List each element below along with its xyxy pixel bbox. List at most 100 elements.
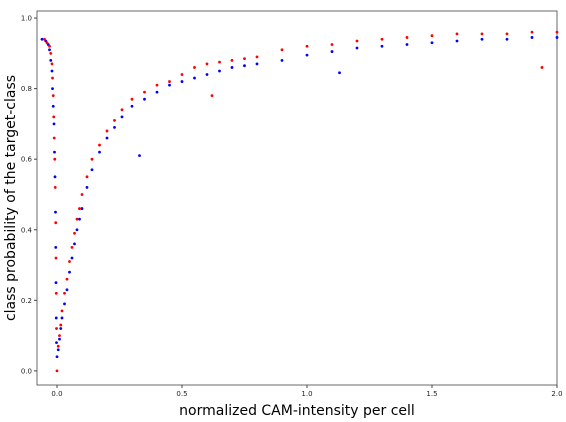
red-data-point [540, 66, 544, 69]
red-data-point [143, 90, 146, 94]
x-tick-label: 1.5 [426, 390, 437, 398]
y-tick-label: 1.0 [21, 15, 32, 23]
blue-data-point [105, 136, 109, 140]
red-data-point [210, 94, 214, 98]
red-data-point [73, 231, 76, 235]
blue-data-point [230, 66, 234, 69]
red-data-point [63, 291, 66, 295]
blue-data-point [58, 337, 61, 341]
red-data-point [168, 80, 171, 83]
blue-data-point [50, 69, 54, 73]
red-data-point [56, 344, 60, 348]
blue-data-point [143, 97, 146, 101]
red-data-point [55, 327, 58, 330]
red-data-point [280, 48, 284, 52]
red-data-point [54, 256, 58, 260]
blue-data-point [455, 39, 459, 43]
red-data-point [193, 66, 196, 69]
blue-data-point [75, 228, 79, 232]
x-tick-label: 1.0 [301, 390, 312, 398]
blue-data-point [330, 50, 334, 53]
red-data-point [50, 62, 54, 66]
blue-data-point [180, 80, 184, 83]
red-data-point [555, 30, 559, 34]
blue-data-point [56, 348, 60, 352]
red-data-point [52, 115, 56, 119]
blue-data-point [78, 217, 81, 221]
red-data-point [505, 32, 509, 36]
red-data-point [85, 175, 89, 179]
blue-data-point [49, 58, 53, 62]
red-data-point [305, 44, 309, 48]
blue-data-point [59, 327, 63, 330]
x-tick-label: 2.0 [551, 390, 562, 398]
blue-data-point [98, 150, 101, 154]
data-points [40, 30, 559, 373]
blue-data-point [90, 168, 94, 172]
blue-data-point [130, 104, 134, 108]
red-data-point [58, 334, 61, 338]
blue-data-point [168, 83, 171, 87]
red-data-point [70, 245, 74, 249]
red-data-point [51, 76, 54, 80]
blue-data-point [55, 341, 58, 345]
red-data-point [53, 186, 57, 189]
blue-data-point [280, 58, 284, 62]
red-data-point [218, 60, 221, 64]
blue-data-point [51, 104, 55, 108]
red-data-point [113, 118, 116, 122]
blue-data-point [530, 36, 534, 39]
blue-data-point [155, 90, 159, 94]
red-data-point [330, 43, 334, 46]
blue-data-point [355, 46, 359, 50]
blue-data-point [63, 302, 66, 306]
blue-data-point [53, 150, 56, 154]
blue-data-point [80, 207, 84, 210]
blue-data-point [255, 62, 259, 66]
red-data-point [480, 32, 484, 36]
blue-data-point [54, 316, 58, 320]
red-data-point [98, 143, 101, 147]
red-data-point [205, 62, 209, 66]
red-data-point [243, 57, 246, 61]
blue-data-point [85, 186, 89, 189]
blue-data-point [55, 355, 59, 359]
red-data-point [49, 51, 53, 55]
red-data-point [78, 207, 81, 210]
blue-data-point [54, 245, 58, 249]
axis-ticks: 0.0 0.5 1.0 1.5 2.0 0.0 0.2 0.4 0.6 0.8 1.0 [21, 15, 563, 398]
red-data-point [59, 323, 63, 327]
blue-data-point [51, 87, 54, 91]
blue-data-point [52, 122, 56, 126]
blue-data-point [205, 73, 209, 76]
blue-data-point [555, 36, 559, 39]
blue-data-point [430, 41, 434, 45]
blue-data-point [60, 316, 64, 320]
red-data-point [130, 97, 134, 101]
red-data-point [48, 44, 51, 48]
x-tick-label: 0.5 [176, 390, 187, 398]
y-tick-label: 0.8 [21, 85, 32, 93]
blue-data-point [480, 37, 484, 41]
blue-data-point [193, 76, 196, 80]
red-data-point [105, 129, 109, 133]
blue-data-point [120, 115, 124, 119]
blue-data-point [68, 270, 71, 274]
x-tick-label: 0.0 [51, 390, 62, 398]
red-data-point [68, 260, 71, 263]
red-data-point [455, 32, 459, 36]
red-data-point [530, 30, 534, 34]
blue-data-point [48, 48, 51, 52]
y-tick-label: 0.6 [21, 156, 33, 164]
red-data-point [45, 41, 49, 45]
red-data-point [380, 37, 384, 41]
red-data-point [54, 291, 58, 295]
red-data-point [155, 83, 159, 87]
blue-data-point [405, 43, 409, 46]
y-tick-label: 0.0 [21, 367, 32, 375]
blue-data-point [138, 154, 141, 158]
red-data-point [80, 193, 84, 196]
red-data-point [90, 157, 94, 161]
blue-data-point [113, 126, 116, 129]
